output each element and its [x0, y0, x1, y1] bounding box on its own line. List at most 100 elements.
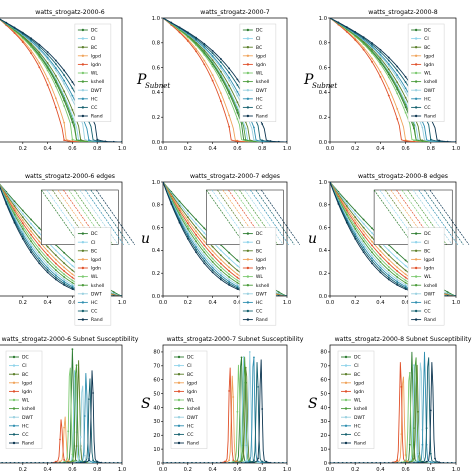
y-tick-label: 30 — [320, 419, 327, 425]
legend-label: CI — [256, 36, 261, 42]
series-point-BC — [178, 205, 181, 207]
legend-label: DC — [187, 355, 194, 361]
legend-marker — [81, 241, 85, 244]
series-point-Rand — [219, 58, 222, 60]
series-point-lgpd — [371, 240, 373, 243]
series-point-WL — [71, 453, 74, 456]
series-point-Rand — [236, 78, 239, 81]
series-point-CC — [379, 51, 382, 53]
legend-marker — [246, 80, 250, 83]
series-point-Rand — [170, 21, 173, 24]
series-point-BC — [379, 57, 382, 60]
series-point-DC — [71, 121, 74, 124]
series-point-DWT — [417, 453, 420, 455]
series-point-BC — [413, 457, 415, 460]
legend-marker — [246, 318, 250, 321]
x-tick-label: 0.4 — [208, 146, 217, 152]
series-point-Rand — [379, 462, 382, 463]
series-point-BC — [186, 216, 189, 219]
series-point-Rand — [265, 460, 268, 463]
series-point-CC — [30, 248, 32, 251]
series-point-lgdn — [30, 233, 32, 236]
y-axis-label-subscript: Subnet — [312, 82, 337, 90]
series-point-CI — [71, 264, 74, 267]
series-point-DC — [195, 218, 197, 221]
legend-label: Rand — [424, 317, 436, 323]
series-point-DWT — [38, 254, 41, 257]
x-tick-label: 0.6 — [68, 146, 76, 152]
x-tick-label: 1.0 — [283, 300, 291, 306]
chart-title: watts_strogatz-2000-8 Subnet Susceptibil… — [335, 336, 472, 343]
series-point-DWT — [186, 230, 189, 233]
y-tick-label: 10 — [153, 447, 160, 453]
series-point-lgdn — [195, 233, 197, 236]
series-point-BC — [54, 74, 57, 77]
series-point-lgdn — [46, 254, 49, 256]
series-point-kshell — [186, 227, 189, 230]
series-point-CC — [186, 235, 189, 238]
series-point-WL — [71, 138, 74, 141]
series-point-WL — [404, 279, 407, 282]
series-point-BC — [38, 236, 41, 239]
y-axis-label: u — [308, 231, 317, 247]
y-tick-label: 80 — [320, 350, 327, 356]
series-point-CC — [38, 45, 41, 48]
series-point-Rand — [248, 461, 251, 463]
series-point-Rand — [446, 462, 449, 463]
series-point-BC — [345, 205, 348, 207]
x-tick-label: 0.2 — [19, 146, 27, 152]
series-point-CC — [236, 84, 239, 86]
legend-marker — [81, 63, 85, 66]
series-point-Rand — [21, 237, 24, 240]
y-axis-label: S — [141, 396, 151, 412]
series-point-lgpd — [21, 219, 24, 222]
series-point-CC — [387, 276, 390, 279]
series-point-Rand — [121, 295, 122, 296]
legend-marker — [177, 355, 181, 359]
series-point-kshell — [30, 240, 32, 243]
series-point-HC — [38, 47, 41, 50]
series-point-lgdn — [63, 139, 66, 142]
legend-marker — [81, 37, 85, 40]
series-point-DWT — [63, 278, 66, 281]
legend-marker — [414, 318, 418, 321]
series-point-WL — [362, 237, 365, 240]
legend-label: WL — [187, 398, 195, 404]
legend-marker — [246, 28, 250, 32]
series-point-HC — [21, 233, 24, 235]
chart-panel-2: watts_strogatz-2000-7 0.0 0.2 0.4 0.6 0.8 1.0 0… — [136, 9, 291, 152]
series-point-lgpd — [59, 460, 61, 463]
legend-marker — [177, 398, 181, 402]
series-point-CC — [38, 259, 41, 262]
series-point-kshell — [228, 90, 231, 93]
series-point-Rand — [9, 462, 12, 463]
legend-label: BC — [424, 45, 430, 51]
legend-label: lgdn — [256, 62, 266, 68]
series-point-HC — [54, 274, 57, 277]
series-point-Rand — [96, 138, 99, 141]
series-point-CC — [92, 459, 94, 462]
y-tick-label: 40 — [320, 405, 327, 411]
y-tick-label: 70 — [320, 364, 327, 370]
legend-marker — [81, 54, 85, 57]
series-point-WL — [387, 266, 390, 268]
y-tick-label: 1.0 — [319, 180, 327, 186]
series-point-kshell — [362, 41, 365, 44]
legend-marker — [12, 398, 16, 402]
series-point-Rand — [371, 462, 373, 463]
series-point-WL — [396, 273, 399, 276]
series-point-Rand — [5, 462, 8, 463]
series-point-lgdn — [178, 209, 181, 212]
series-point-BC — [404, 96, 407, 99]
legend-label: HC — [256, 300, 263, 306]
series-point-kshell — [46, 260, 49, 263]
series-point-BC — [63, 90, 66, 93]
series-point-WL — [404, 111, 407, 114]
series-point-CC — [21, 235, 24, 238]
series-point-Rand — [232, 462, 235, 463]
series-point-DC — [345, 200, 348, 203]
chart-panel-5: watts_strogatz-2000-7 edges 0.0 0.2 0.4 0.6 0… — [141, 173, 301, 326]
series-point-Rand — [396, 65, 399, 68]
series-point-kshell — [54, 269, 57, 271]
series-point-DWT — [354, 230, 357, 233]
